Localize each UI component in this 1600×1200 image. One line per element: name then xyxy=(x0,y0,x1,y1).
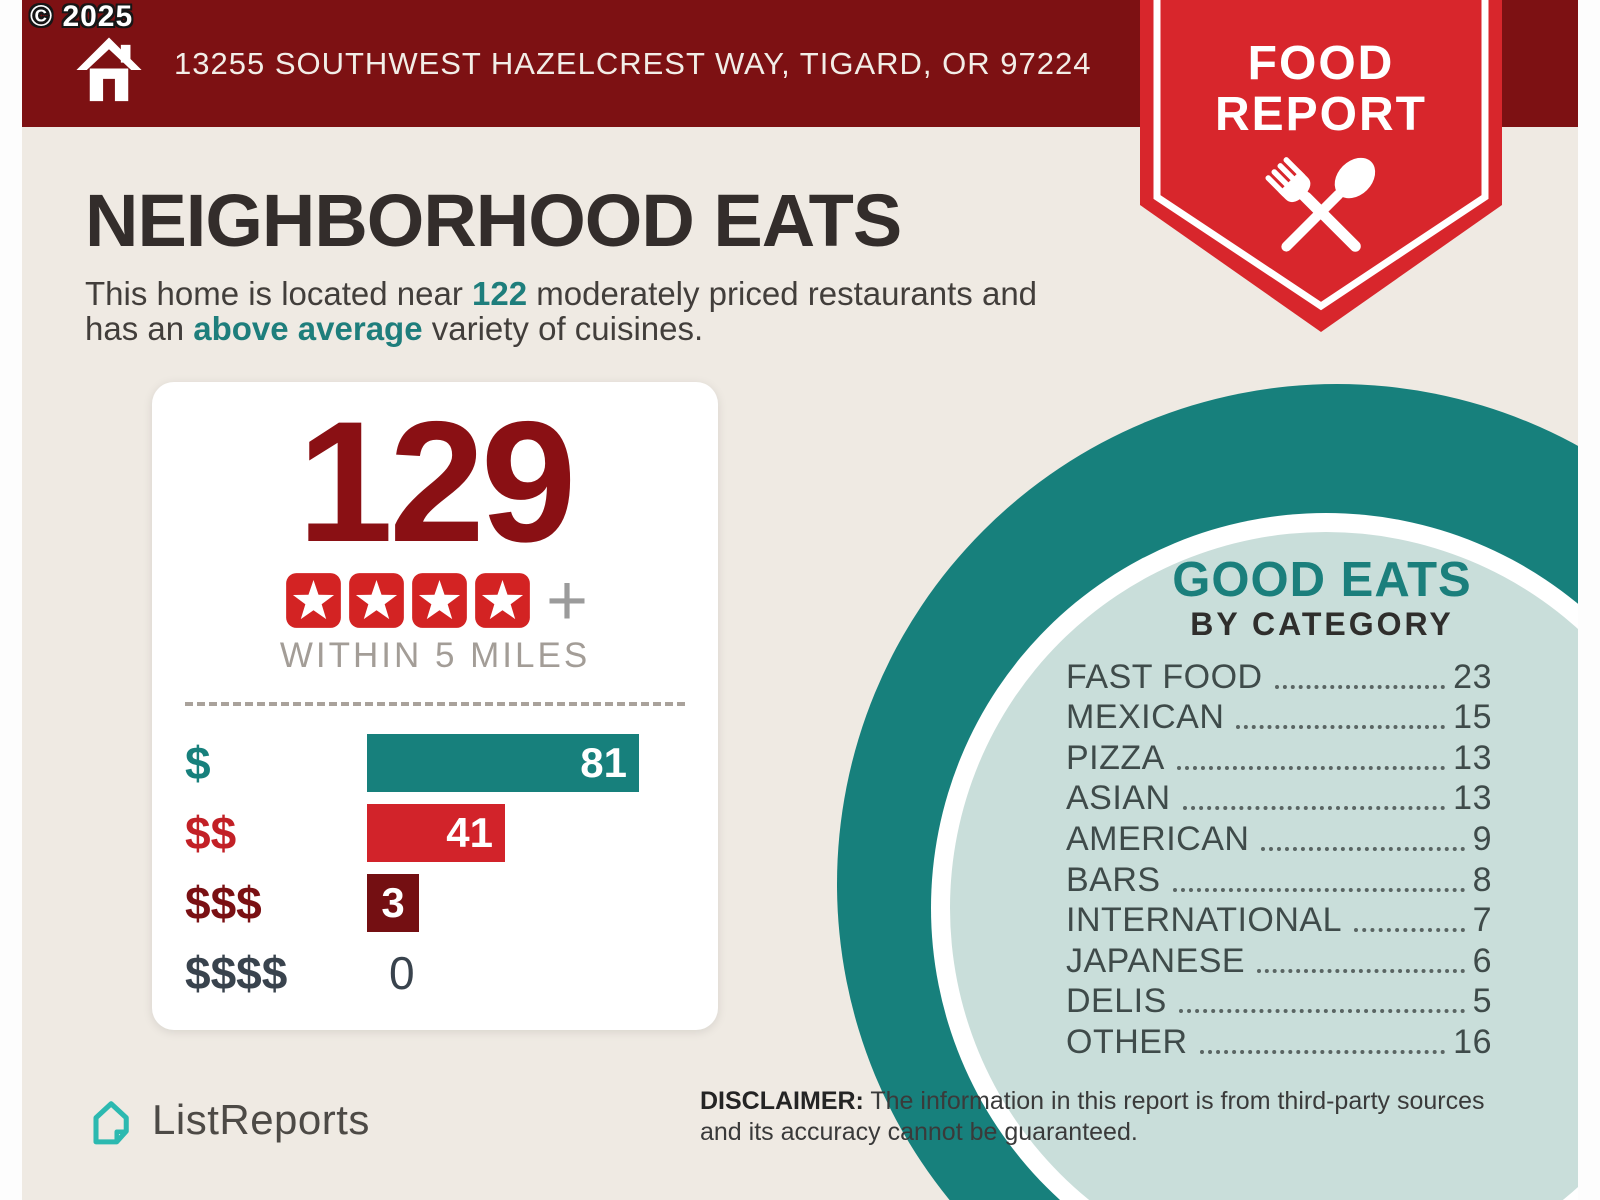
category-label: JAPANESE xyxy=(1066,941,1246,980)
bar-value-zero: 0 xyxy=(389,947,415,999)
good-eats-title: GOOD EATS xyxy=(1172,553,1472,607)
category-count: 8 xyxy=(1472,860,1492,899)
radius-label: WITHIN 5 MILES xyxy=(279,636,591,675)
dotted-leader xyxy=(1274,684,1446,689)
category-label: PIZZA xyxy=(1066,738,1165,777)
restaurant-count: 122 xyxy=(472,275,528,312)
category-count: 5 xyxy=(1472,982,1492,1021)
category-list: FAST FOOD 23 MEXICAN 15 PIZZA 13 ASIAN 13 AMERIC… xyxy=(1066,656,1492,1062)
total-restaurant-count: 129 xyxy=(297,386,577,578)
page-right-margin xyxy=(1578,0,1600,1200)
bar: 3 xyxy=(367,874,419,932)
category-label: ASIAN xyxy=(1066,779,1171,818)
good-eats-subtitle: BY CATEGORY xyxy=(1190,606,1454,642)
price-level-row: $$$ 3 xyxy=(185,874,692,932)
category-label: AMERICAN xyxy=(1066,819,1250,858)
dashed-divider xyxy=(185,702,685,706)
star-icon xyxy=(412,573,467,628)
dotted-leader xyxy=(1182,806,1446,811)
category-label: INTERNATIONAL xyxy=(1066,901,1343,940)
subtitle-highlight: above average xyxy=(193,310,423,347)
dotted-leader xyxy=(1261,846,1465,851)
plus-icon: + xyxy=(545,560,589,641)
category-count: 9 xyxy=(1472,819,1492,858)
dotted-leader xyxy=(1257,968,1465,973)
disclaimer: DISCLAIMER: The information in this repo… xyxy=(700,1086,1520,1148)
page-subtitle: This home is located near 122 moderately… xyxy=(85,276,1095,346)
category-count: 23 xyxy=(1453,657,1492,696)
category-label: OTHER xyxy=(1066,1022,1188,1061)
price-level-row: $$ 41 xyxy=(185,804,692,862)
category-row: JAPANESE 6 xyxy=(1066,940,1492,981)
ribbon-title-line1: FOOD xyxy=(1247,37,1395,90)
page-title: NEIGHBORHOOD EATS xyxy=(85,179,902,262)
price-level-label: $ xyxy=(185,737,211,789)
category-count: 6 xyxy=(1472,941,1492,980)
dotted-leader xyxy=(1178,1009,1465,1014)
bar-track: 81 xyxy=(367,734,692,792)
category-row: AMERICAN 9 xyxy=(1066,818,1492,859)
price-level-row: $$$$ 0 xyxy=(185,944,692,1002)
listreports-brand-name: ListReports xyxy=(152,1096,370,1143)
category-count: 13 xyxy=(1453,738,1492,777)
disclaimer-label: DISCLAIMER: xyxy=(700,1087,864,1115)
category-row: ASIAN 13 xyxy=(1066,778,1492,819)
listreports-logo-icon xyxy=(93,1101,129,1145)
dotted-leader xyxy=(1172,887,1465,892)
category-label: MEXICAN xyxy=(1066,698,1225,737)
price-level-bar-chart: $81 $$ 41 $$$ 3 $$$$ 0 xyxy=(185,734,692,1014)
ribbon-title-line2: REPORT xyxy=(1214,88,1427,141)
subtitle-post: variety of cuisines. xyxy=(422,310,704,347)
subtitle-pre: This home is located near xyxy=(85,275,473,312)
category-row: DELIS 5 xyxy=(1066,981,1492,1022)
star-icon xyxy=(475,573,530,628)
bar-track: 3 xyxy=(367,874,692,932)
bar: 41 xyxy=(367,804,505,862)
dotted-leader xyxy=(1176,765,1446,770)
page-left-margin xyxy=(0,0,22,1200)
category-row: PIZZA 13 xyxy=(1066,737,1492,778)
category-row: INTERNATIONAL 7 xyxy=(1066,900,1492,941)
price-level-row: $81 xyxy=(185,734,692,792)
category-label: BARS xyxy=(1066,860,1161,899)
category-row: MEXICAN 15 xyxy=(1066,697,1492,738)
category-count: 13 xyxy=(1453,779,1492,818)
price-level-label: $$$ xyxy=(185,877,262,929)
category-label: DELIS xyxy=(1066,982,1167,1021)
home-icon xyxy=(76,37,142,102)
price-level-label: $$$$ xyxy=(185,947,288,999)
price-level-label: $$ xyxy=(185,807,237,859)
dotted-leader xyxy=(1236,725,1446,730)
copyright-text: © 2025 xyxy=(30,0,134,33)
bar-track: 0 xyxy=(367,944,692,1002)
star-icon xyxy=(349,573,404,628)
category-count: 15 xyxy=(1453,698,1492,737)
category-count: 7 xyxy=(1472,901,1492,940)
star-rating-row: + xyxy=(152,560,718,641)
listreports-brand: ListReports xyxy=(82,1092,370,1148)
category-row: OTHER 16 xyxy=(1066,1021,1492,1062)
category-count: 16 xyxy=(1453,1022,1492,1061)
category-row: BARS 8 xyxy=(1066,859,1492,900)
category-row: FAST FOOD 23 xyxy=(1066,656,1492,697)
bar-track: 41 xyxy=(367,804,692,862)
ribbon-title: FOOD REPORT xyxy=(1140,38,1502,140)
category-label: FAST FOOD xyxy=(1066,657,1263,696)
bar: 81 xyxy=(367,734,639,792)
restaurant-stats-card: 129 + WITHIN 5 MILES $81 $$ 41 $$$ 3 $$$$ 0 xyxy=(152,382,718,1030)
star-icon xyxy=(286,573,341,628)
subtitle-mid: moderately priced restaurants and has an xyxy=(85,275,1038,347)
property-address: 13255 SOUTHWEST HAZELCREST WAY, TIGARD, … xyxy=(174,45,1092,81)
dotted-leader xyxy=(1354,928,1465,933)
dotted-leader xyxy=(1199,1049,1446,1054)
